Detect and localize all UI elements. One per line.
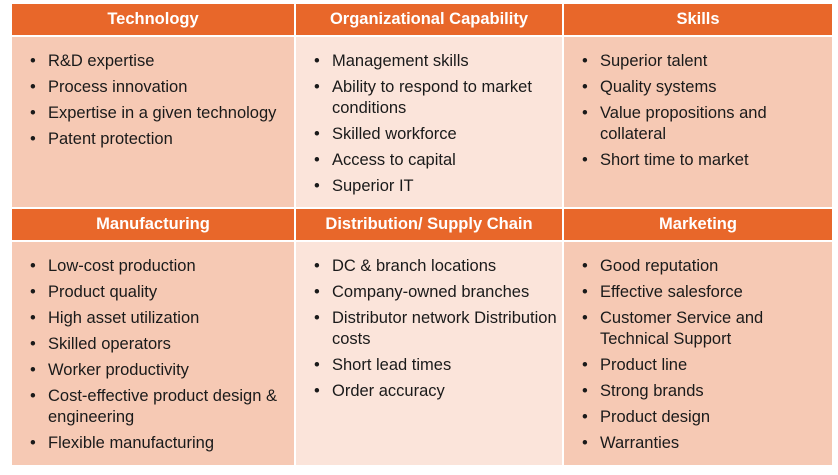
bullet-item: Skilled operators (30, 334, 294, 355)
section-body-skills: Superior talent Quality systems Value prop… (564, 37, 832, 207)
bullet-item: R&D expertise (30, 51, 294, 72)
section-body-marketing: Good reputation Effective salesforce Custo… (564, 242, 832, 465)
bullet-item: DC & branch locations (314, 256, 562, 277)
capability-grid: Technology Organizational Capability Ski… (12, 4, 832, 465)
bullet-list: Superior talent Quality systems Value prop… (564, 37, 832, 171)
bullet-item: Superior talent (582, 51, 832, 72)
bullet-list: Good reputation Effective salesforce Custo… (564, 242, 832, 454)
bullet-item: Management skills (314, 51, 562, 72)
section-body-technology: R&D expertise Process innovation Expertise… (12, 37, 294, 207)
bullet-list: R&D expertise Process innovation Expertise… (12, 37, 294, 150)
bullet-item: Warranties (582, 433, 832, 454)
section-header-marketing: Marketing (564, 209, 832, 240)
bullet-item: Short time to market (582, 150, 832, 171)
bullet-item: Low-cost production (30, 256, 294, 277)
bullet-item: Patent protection (30, 129, 294, 150)
section-header-technology: Technology (12, 4, 294, 35)
bullet-item: Flexible manufacturing (30, 433, 294, 454)
bullet-item: Access to capital (314, 150, 562, 171)
bullet-item: Value propositions and collateral (582, 103, 832, 145)
bullet-item: Product design (582, 407, 832, 428)
section-header-organizational-capability: Organizational Capability (296, 4, 562, 35)
section-header-manufacturing: Manufacturing (12, 209, 294, 240)
bullet-list: Management skills Ability to respond to m… (296, 37, 562, 197)
bullet-item: Expertise in a given technology (30, 103, 294, 124)
bullet-item: Cost-effective product design & engineer… (30, 386, 294, 428)
section-body-organizational-capability: Management skills Ability to respond to m… (296, 37, 562, 207)
bullet-item: High asset utilization (30, 308, 294, 329)
bullet-item: Customer Service and Technical Support (582, 308, 832, 350)
bullet-item: Worker productivity (30, 360, 294, 381)
bullet-list: DC & branch locations Company-owned branc… (296, 242, 562, 402)
bullet-item: Ability to respond to market conditions (314, 77, 562, 119)
bullet-item: Company-owned branches (314, 282, 562, 303)
bullet-item: Good reputation (582, 256, 832, 277)
section-body-distribution-supply-chain: DC & branch locations Company-owned branc… (296, 242, 562, 465)
bullet-item: Order accuracy (314, 381, 562, 402)
bullet-item: Superior IT (314, 176, 562, 197)
bullet-item: Quality systems (582, 77, 832, 98)
bullet-item: Product quality (30, 282, 294, 303)
section-header-distribution-supply-chain: Distribution/ Supply Chain (296, 209, 562, 240)
bullet-item: Distributor network Distribution costs (314, 308, 562, 350)
bullet-item: Skilled workforce (314, 124, 562, 145)
section-header-skills: Skills (564, 4, 832, 35)
bullet-item: Product line (582, 355, 832, 376)
bullet-item: Effective salesforce (582, 282, 832, 303)
bullet-list: Low-cost production Product quality High a… (12, 242, 294, 454)
bullet-item: Short lead times (314, 355, 562, 376)
bullet-item: Strong brands (582, 381, 832, 402)
bullet-item: Process innovation (30, 77, 294, 98)
section-body-manufacturing: Low-cost production Product quality High a… (12, 242, 294, 465)
